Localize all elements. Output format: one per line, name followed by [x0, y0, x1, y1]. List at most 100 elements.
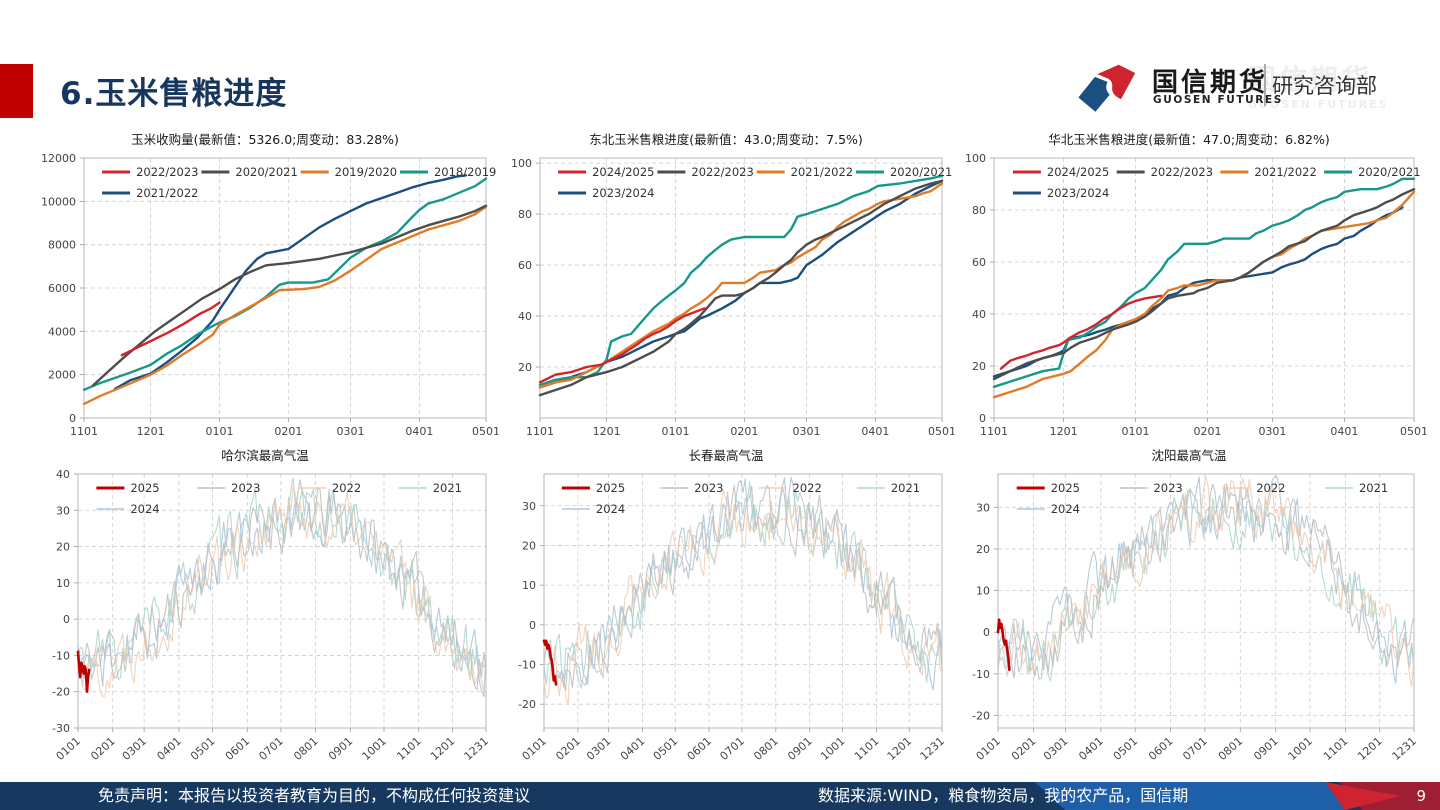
svg-text:0: 0	[63, 613, 70, 626]
svg-text:0101: 0101	[205, 425, 233, 438]
svg-text:1101: 1101	[526, 425, 554, 438]
svg-text:0901: 0901	[1251, 735, 1281, 763]
svg-text:0401: 0401	[1076, 735, 1106, 763]
chart-harbin-temp: 哈尔滨最高气温 0101 0201 0301 0401 0501 0601 0701 0801…	[32, 446, 498, 782]
section-marker-square	[0, 64, 33, 118]
svg-text:0401: 0401	[154, 735, 184, 763]
svg-text:0301: 0301	[793, 425, 821, 438]
svg-text:0: 0	[983, 626, 990, 639]
svg-text:1001: 1001	[360, 735, 390, 763]
svg-text:1101: 1101	[980, 425, 1008, 438]
svg-text:0201: 0201	[274, 425, 302, 438]
svg-text:0401: 0401	[1330, 425, 1358, 438]
svg-text:0901: 0901	[326, 735, 356, 763]
svg-text:2020/2021: 2020/2021	[235, 165, 297, 179]
svg-text:0201: 0201	[1009, 735, 1039, 763]
svg-text:4000: 4000	[48, 325, 76, 338]
svg-text:2020/2021: 2020/2021	[1358, 165, 1420, 179]
svg-text:1201: 1201	[885, 735, 915, 763]
svg-text:2022: 2022	[332, 481, 361, 495]
chart-canvas-shenyang-temp: 0101 0201 0301 0401 0501 0601 0701 0801 0901 1001…	[972, 473, 1420, 763]
svg-text:20: 20	[522, 539, 536, 552]
svg-text:2024: 2024	[596, 502, 625, 516]
svg-text:2023: 2023	[231, 481, 260, 495]
svg-text:2024: 2024	[130, 502, 159, 516]
svg-text:100: 100	[965, 152, 986, 165]
chart-title: 哈尔滨最高气温	[221, 448, 309, 463]
chart-title: 长春最高气温	[688, 448, 764, 463]
svg-text:0501: 0501	[1111, 735, 1141, 763]
svg-text:2025: 2025	[596, 481, 625, 495]
chart-title: 东北玉米售粮进度(最新值：43.0;周变动：7.5%)	[589, 132, 863, 147]
svg-text:1001: 1001	[1286, 735, 1316, 763]
svg-text:1101: 1101	[394, 735, 424, 763]
svg-text:-20: -20	[518, 698, 536, 711]
page-number: 9	[1416, 787, 1426, 805]
svg-text:2021: 2021	[433, 481, 462, 495]
svg-text:0501: 0501	[928, 425, 954, 438]
svg-text:0701: 0701	[256, 735, 286, 763]
footer-decoration	[0, 782, 1440, 810]
svg-text:0: 0	[979, 412, 986, 425]
svg-text:0101: 0101	[661, 425, 689, 438]
svg-text:10: 10	[976, 585, 990, 598]
svg-text:2024: 2024	[1051, 502, 1080, 516]
svg-text:1201: 1201	[137, 425, 165, 438]
svg-text:0201: 0201	[730, 425, 758, 438]
svg-text:-10: -10	[52, 649, 70, 662]
svg-text:1231: 1231	[918, 735, 948, 763]
svg-text:1201: 1201	[593, 425, 621, 438]
svg-text:2023: 2023	[694, 481, 723, 495]
svg-text:100: 100	[511, 157, 532, 170]
svg-text:0701: 0701	[1180, 735, 1210, 763]
chart-canvas-corn-purchase: 1101 1201 0101 0201 0301 0401 0501 0 2000 4000 600…	[41, 152, 500, 438]
svg-text:1101: 1101	[70, 425, 98, 438]
svg-text:0: 0	[529, 619, 536, 632]
svg-text:2019/2020: 2019/2020	[335, 165, 397, 179]
svg-text:2023/2024: 2023/2024	[1047, 186, 1109, 200]
logo-name-en: GUOSEN FUTURES	[1153, 94, 1283, 106]
svg-text:0801: 0801	[1216, 735, 1246, 763]
svg-text:80: 80	[518, 208, 532, 221]
chart-corn-purchase: 玉米收购量(最新值：5326.0;周变动：83.28%) 1101 1201 010…	[32, 130, 500, 446]
svg-text:1231: 1231	[1390, 735, 1420, 763]
svg-text:0401: 0401	[405, 425, 433, 438]
svg-text:60: 60	[972, 256, 986, 269]
chart-northeast-progress: 东北玉米售粮进度(最新值：43.0;周变动：7.5%) 1101 1201 0101…	[498, 130, 956, 446]
svg-text:1201: 1201	[428, 735, 458, 763]
svg-text:20: 20	[56, 541, 70, 554]
svg-text:30: 30	[56, 504, 70, 517]
svg-text:0301: 0301	[1041, 735, 1071, 763]
guosen-futures-logo-icon	[1078, 64, 1136, 112]
data-source-text: 数据来源:WIND，粮食物资局，我的农产品，国信期	[818, 786, 1189, 805]
svg-text:0201: 0201	[88, 735, 118, 763]
page-title: 6.玉米售粮进度	[60, 76, 288, 112]
svg-text:2022/2023: 2022/2023	[691, 165, 753, 179]
svg-text:40: 40	[56, 468, 70, 481]
svg-text:6000: 6000	[48, 282, 76, 295]
chart-shenyang-temp: 沈阳最高气温 0101 0201 0301 0401 0501 0601 0701 0801 0…	[952, 446, 1426, 782]
svg-text:40: 40	[972, 308, 986, 321]
svg-text:0301: 0301	[584, 735, 614, 763]
svg-text:-20: -20	[972, 710, 990, 723]
svg-text:0701: 0701	[717, 735, 747, 763]
svg-text:20: 20	[972, 360, 986, 373]
svg-text:0501: 0501	[472, 425, 498, 438]
svg-text:1101: 1101	[1321, 735, 1351, 763]
svg-text:2000: 2000	[48, 369, 76, 382]
svg-text:0401: 0401	[618, 735, 648, 763]
svg-text:10000: 10000	[41, 195, 76, 208]
svg-text:20: 20	[976, 543, 990, 556]
svg-text:0501: 0501	[1400, 425, 1426, 438]
svg-text:2022: 2022	[1256, 481, 1285, 495]
svg-text:2025: 2025	[1051, 481, 1080, 495]
svg-text:0: 0	[69, 412, 76, 425]
svg-text:2023: 2023	[1153, 481, 1182, 495]
svg-text:1101: 1101	[852, 735, 882, 763]
svg-text:2024/2025: 2024/2025	[1047, 165, 1109, 179]
svg-text:2022/2023: 2022/2023	[1151, 165, 1213, 179]
chart-canvas-harbin-temp: 0101 0201 0301 0401 0501 0601 0701 0801 0901 1001…	[52, 468, 491, 763]
svg-text:0301: 0301	[1258, 425, 1286, 438]
svg-text:0101: 0101	[974, 735, 1004, 763]
